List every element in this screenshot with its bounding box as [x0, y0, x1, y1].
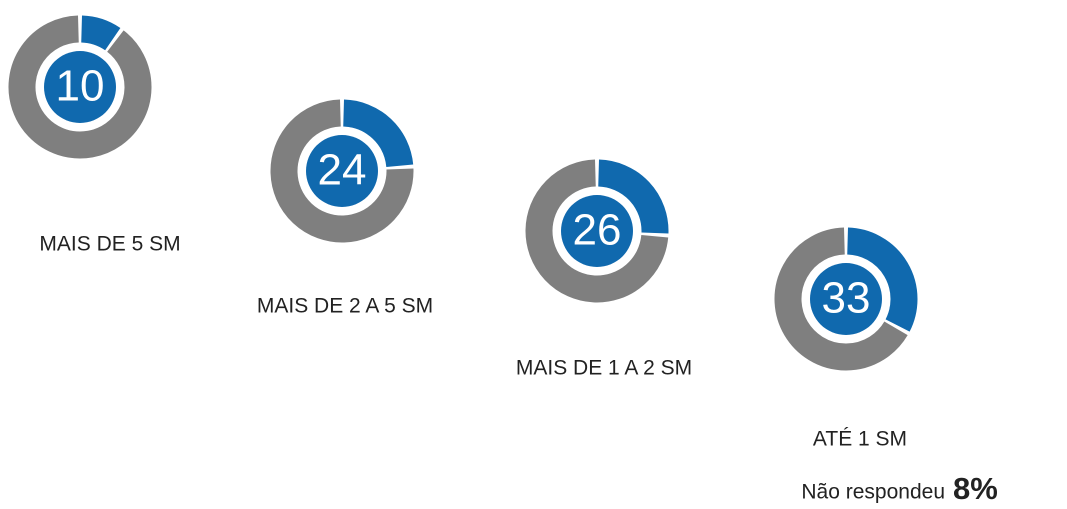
donut-segment: [846, 227, 918, 332]
donut-center: [306, 135, 378, 207]
donut-label: MAIS DE 5 SM: [39, 233, 180, 256]
donut-value: 33: [822, 274, 871, 323]
donut-center: [44, 51, 116, 123]
donut-remainder: [8, 15, 152, 159]
donut-value: 26: [573, 206, 622, 255]
donut-label: MAIS DE 1 A 2 SM: [516, 357, 692, 380]
footnote-text: Não respondeu: [801, 481, 945, 504]
donut-value: 10: [56, 62, 105, 111]
donut-center: [810, 263, 882, 335]
footnote-value: 8%: [953, 471, 998, 506]
donut-center: [561, 195, 633, 267]
donut-value: 24: [318, 146, 367, 195]
donut-label: ATÉ 1 SM: [813, 428, 907, 451]
donut-remainder: [525, 159, 669, 303]
donut-remainder: [270, 99, 414, 243]
donut-remainder: [774, 227, 908, 371]
donut-label: MAIS DE 2 A 5 SM: [257, 295, 433, 318]
donut-segment: [342, 99, 414, 168]
donut-segment: [597, 159, 669, 234]
donut-segment: [80, 15, 121, 51]
